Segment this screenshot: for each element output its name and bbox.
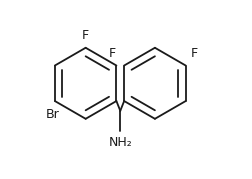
Text: F: F bbox=[190, 47, 197, 60]
Text: F: F bbox=[82, 28, 89, 42]
Text: NH₂: NH₂ bbox=[108, 136, 132, 149]
Text: F: F bbox=[109, 47, 116, 60]
Text: Br: Br bbox=[45, 108, 59, 121]
